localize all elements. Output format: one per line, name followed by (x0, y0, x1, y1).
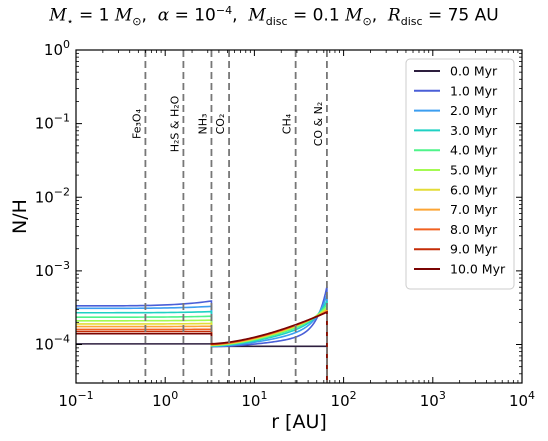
x-tick-label: 100 (152, 389, 178, 410)
legend-label: 2.0 Myr (450, 103, 498, 118)
legend-label: 9.0 Myr (450, 242, 498, 257)
snowline-label: CO & N₂ (312, 102, 325, 147)
series-line (76, 310, 328, 383)
legend-label: 8.0 Myr (450, 222, 498, 237)
series-line (76, 305, 328, 383)
x-axis-label: r [AU] (271, 411, 327, 433)
x-tick-label: 101 (241, 389, 267, 410)
legend-label: 5.0 Myr (450, 163, 498, 178)
legend-label: 0.0 Myr (450, 64, 498, 79)
x-tick-label: 10−1 (58, 389, 93, 410)
legend-label: 6.0 Myr (450, 182, 498, 197)
legend-label: 1.0 Myr (450, 83, 498, 98)
snowline-label: CH₄ (281, 113, 294, 134)
y-tick-label: 10−3 (35, 259, 70, 280)
snowline-label: CO₂ (214, 114, 227, 135)
y-tick-label: 100 (44, 38, 70, 59)
series-line (76, 300, 328, 383)
legend-box (405, 58, 515, 290)
y-axis-label: N/H (9, 199, 31, 234)
series-layer (76, 286, 328, 383)
legend-label: 7.0 Myr (450, 202, 498, 217)
y-tick-label: 10−1 (35, 112, 70, 133)
series-line (76, 343, 328, 383)
plot-frame (75, 49, 523, 384)
x-tick-label: 103 (420, 389, 446, 410)
legend-label: 10.0 Myr (450, 262, 506, 277)
x-tick-label: 104 (509, 389, 535, 410)
snowline-label: Fe₃O₄ (130, 108, 143, 139)
snowline-layer: Fe₃O₄ H₂S & H₂O NH₃ CO₂ CH₄ CO & N₂ (130, 50, 328, 383)
legend-label: 3.0 Myr (450, 123, 498, 138)
series-line (76, 310, 328, 383)
snowline-label: H₂S & H₂O (168, 95, 181, 152)
x-tick-label: 102 (331, 389, 357, 410)
tick-layer: 10−1 100 101 102 103 104 10−4 10−3 10−2 10−1 100 (35, 38, 535, 410)
legend: 0.0 Myr 1.0 Myr 2.0 Myr 3.0 Myr 4.0 Myr 5.0 M… (405, 58, 515, 290)
y-tick-label: 10−2 (35, 185, 70, 206)
snowline-label: NH₃ (196, 114, 209, 135)
series-line (76, 310, 328, 383)
chart-title: M⋆ = 1 M⊙, α = 10−4, Mdisc = 0.1 M⊙, Rdi… (49, 4, 499, 29)
legend-label: 4.0 Myr (450, 143, 498, 158)
y-tick-label: 10−4 (35, 333, 70, 354)
